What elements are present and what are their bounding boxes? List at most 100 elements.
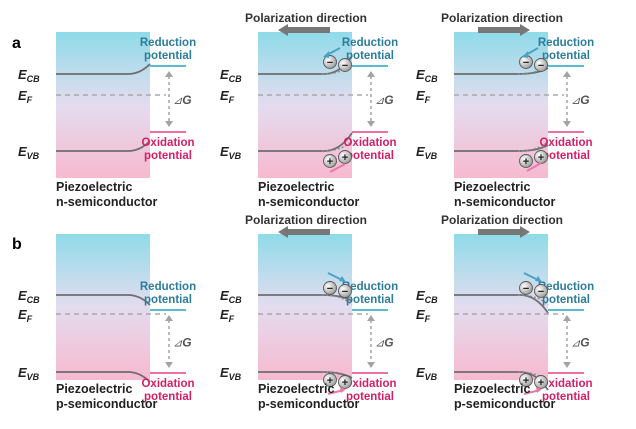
e-vb-label-subscript: VB	[425, 372, 438, 382]
hole-sign: +	[327, 156, 333, 168]
electron	[534, 284, 548, 298]
reduction-label: Reduction	[342, 37, 398, 49]
hole	[323, 373, 337, 387]
e-f-label-subscript: F	[27, 95, 33, 105]
e-cb-label-subscript: CB	[425, 74, 438, 84]
panel-a-3: ECBEFEVBReductionpotentialOxidationpoten…	[416, 11, 594, 209]
e-cb-label: ECB	[18, 67, 40, 84]
reduction-label: Reduction	[538, 37, 594, 49]
reduction-label: potential	[346, 294, 394, 306]
panel-b-1: ECBEFEVBReductionpotentialOxidationpoten…	[18, 234, 196, 411]
caption-line-2: n-semiconductor	[454, 195, 556, 209]
delta-g-label: ⊿G	[571, 336, 590, 350]
hole	[323, 154, 337, 168]
caption-line-2: n-semiconductor	[258, 195, 360, 209]
polarization-arrow-left	[278, 24, 330, 36]
e-vb-label-subscript: VB	[229, 151, 242, 161]
e-vb-label: EVB	[220, 144, 242, 161]
delta-g-arrowhead-up	[165, 71, 173, 77]
oxidation-label: Oxidation	[141, 378, 194, 390]
delta-g-label: ⊿G	[375, 93, 394, 107]
hole-drift-arrowhead	[340, 387, 346, 393]
caption-line-2: p-semiconductor	[56, 397, 158, 411]
hole-drift-arrowhead	[536, 387, 542, 393]
reduction-label: Reduction	[538, 281, 594, 293]
e-vb-label-subscript: VB	[229, 372, 242, 382]
reduction-label: Reduction	[342, 281, 398, 293]
e-f-label: EF	[220, 307, 235, 324]
e-cb-label: ECB	[416, 67, 438, 84]
delta-g-arrowhead-down	[563, 121, 571, 127]
delta-g-letter: G	[384, 336, 393, 350]
caption-line-2: n-semiconductor	[56, 195, 158, 209]
delta-g-arrowhead-down	[367, 121, 375, 127]
semiconductor-region	[454, 234, 548, 380]
electron-sign: −	[523, 283, 529, 295]
row-label-b: b	[12, 236, 22, 253]
reduction-label: Reduction	[140, 37, 196, 49]
reduction-label: potential	[542, 50, 590, 62]
hole	[338, 150, 352, 164]
original-band-dotted	[517, 294, 549, 306]
delta-g-arrowhead-up	[563, 71, 571, 77]
polarization-direction-label: Polarization direction	[441, 11, 563, 25]
e-cb-label-subscript: CB	[229, 295, 242, 305]
e-vb-label-subscript: VB	[27, 151, 40, 161]
electron	[338, 284, 352, 298]
oxidation-label: Oxidation	[343, 137, 396, 149]
electron-drift-arrowhead	[323, 51, 329, 58]
electron	[323, 55, 337, 69]
delta-g-letter: G	[182, 336, 191, 350]
hole-sign: +	[342, 377, 348, 389]
polarization-direction-label: Polarization direction	[245, 11, 367, 25]
electron-drift-arrowhead	[535, 276, 542, 282]
electron-drift-arrowhead	[339, 276, 346, 282]
e-f-label-subscript: F	[229, 95, 235, 105]
original-band-dotted	[321, 294, 353, 306]
electron-sign: −	[538, 60, 544, 72]
polarization-arrow-right	[478, 24, 530, 36]
electron	[323, 281, 337, 295]
e-vb-label: EVB	[416, 144, 438, 161]
e-cb-label-subscript: CB	[425, 295, 438, 305]
original-band-dotted	[321, 63, 353, 75]
e-cb-label: ECB	[416, 288, 438, 305]
delta-g-arrowhead-down	[165, 362, 173, 368]
hole-drift-arrow	[329, 163, 346, 173]
panel-a-1: ECBEFEVBReductionpotentialOxidationpoten…	[18, 32, 196, 209]
caption-line-1: Piezoelectric	[258, 382, 334, 396]
original-band-dotted	[321, 371, 353, 383]
delta-g-letter: G	[580, 336, 589, 350]
delta-g-label: ⊿G	[375, 336, 394, 350]
caption-line-1: Piezoelectric	[454, 382, 530, 396]
hole-sign: +	[538, 377, 544, 389]
e-cb-label-subscript: CB	[229, 74, 242, 84]
delta-g-arrowhead-down	[165, 121, 173, 127]
hole	[338, 375, 352, 389]
valence-band	[56, 140, 151, 152]
electron-sign: −	[342, 286, 348, 298]
e-f-label-subscript: F	[229, 314, 235, 324]
delta-g-letter: G	[580, 93, 589, 107]
original-band-dotted	[517, 371, 549, 383]
electron-sign: −	[327, 283, 333, 295]
delta-g-label: ⊿G	[173, 336, 192, 350]
e-f-label-subscript: F	[27, 314, 33, 324]
semiconductor-region	[56, 234, 150, 380]
oxidation-label: potential	[542, 391, 590, 403]
hole-sign: +	[327, 375, 333, 387]
hole-sign: +	[538, 152, 544, 164]
polarization-arrow-left	[278, 226, 330, 238]
e-f-label: EF	[18, 88, 33, 105]
oxidation-label: potential	[346, 150, 394, 162]
delta-g-letter: G	[182, 93, 191, 107]
original-band-dotted	[321, 140, 353, 152]
oxidation-label: Oxidation	[539, 137, 592, 149]
oxidation-label: Oxidation	[343, 378, 396, 390]
valence-band	[56, 371, 151, 383]
semiconductor-region	[454, 32, 548, 178]
reduction-label: Reduction	[140, 281, 196, 293]
oxidation-label: potential	[144, 391, 192, 403]
delta-g-arrowhead-down	[367, 362, 375, 368]
